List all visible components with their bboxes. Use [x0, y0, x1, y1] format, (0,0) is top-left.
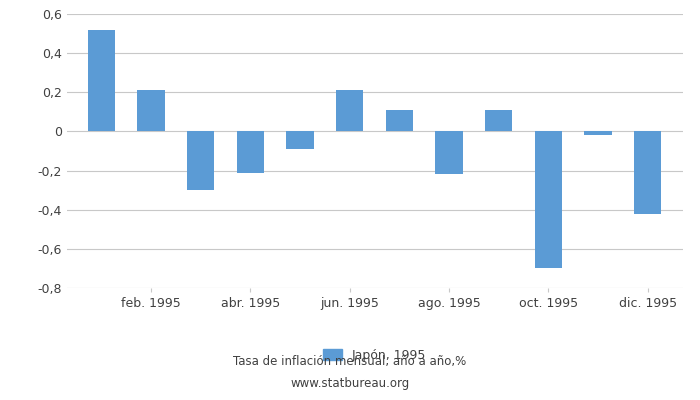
- Bar: [485, 110, 512, 132]
- Bar: [187, 132, 214, 190]
- Bar: [584, 132, 612, 135]
- Bar: [386, 110, 413, 132]
- Bar: [535, 132, 562, 268]
- Text: www.statbureau.org: www.statbureau.org: [290, 378, 410, 390]
- Legend: Japón, 1995: Japón, 1995: [318, 344, 431, 366]
- Text: Tasa de inflación mensual, año a año,%: Tasa de inflación mensual, año a año,%: [233, 356, 467, 368]
- Bar: [435, 132, 463, 174]
- Bar: [286, 132, 314, 149]
- Bar: [634, 132, 662, 214]
- Bar: [336, 90, 363, 132]
- Bar: [137, 90, 164, 132]
- Bar: [237, 132, 264, 172]
- Bar: [88, 30, 115, 132]
